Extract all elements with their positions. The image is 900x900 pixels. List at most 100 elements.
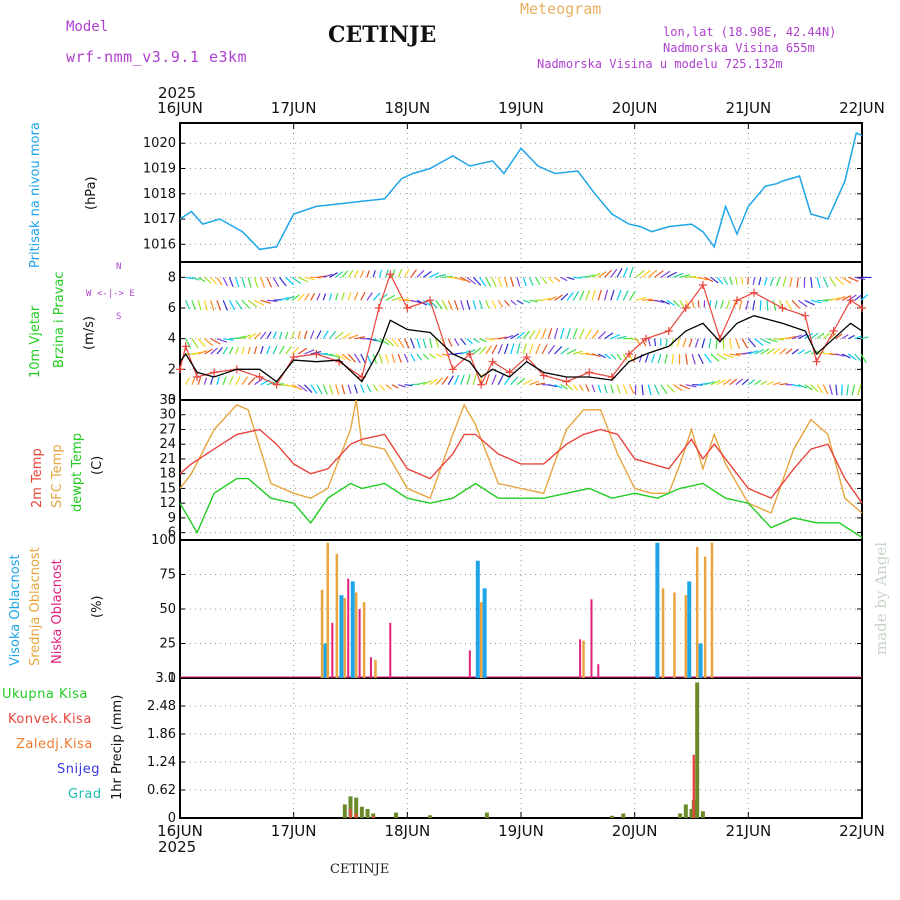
- y-tick-label: 6: [168, 301, 176, 316]
- wind-arrow: [729, 277, 733, 285]
- wind-arrow: [203, 377, 208, 385]
- y-tick-label: 1020: [143, 136, 176, 151]
- wind-arrow: [391, 338, 400, 348]
- wind-arrow: [391, 384, 399, 389]
- wind-arrow: [729, 378, 738, 386]
- wind-arrow: [553, 327, 559, 339]
- wind-arrow: [385, 353, 389, 364]
- wind-arrow: [760, 348, 770, 355]
- wind-arrow: [378, 353, 383, 364]
- y-tick-label: 3.1: [155, 671, 176, 686]
- y-tick-label: 2.48: [147, 699, 176, 714]
- wind-arrow: [654, 270, 664, 278]
- wind-arrow: [360, 384, 365, 394]
- wind-arrow: [610, 289, 615, 301]
- wind-arrow: [416, 269, 425, 278]
- wind-arrow: [316, 330, 322, 339]
- wind-arrow: [372, 292, 381, 301]
- wind-arrow: [554, 346, 563, 355]
- wind-arrow: [479, 338, 487, 343]
- wind-arrow: [523, 299, 531, 304]
- wind-arrow: [547, 276, 554, 284]
- gust-marker: [698, 281, 707, 289]
- wind-arrow: [660, 270, 671, 278]
- wind-arrow: [516, 343, 521, 355]
- total-rain-bar: [365, 808, 370, 818]
- wind-arrow: [485, 338, 494, 341]
- wind-arrow: [841, 276, 852, 284]
- wind-arrow: [682, 338, 687, 348]
- wind-arrow: [447, 375, 454, 385]
- gust-marker: [477, 380, 486, 389]
- wind-arrow: [341, 270, 349, 278]
- wind-arrow: [247, 332, 257, 340]
- y-tick-label: 1.86: [147, 727, 176, 742]
- wind-arrow: [428, 338, 433, 349]
- y-tick-label: 12: [159, 496, 176, 511]
- wind-arrow: [322, 293, 327, 301]
- mid-cloud-bar: [335, 553, 339, 678]
- wind-arrow: [758, 277, 762, 286]
- wind-arrow: [491, 300, 497, 309]
- wind-arrow: [185, 377, 190, 385]
- wind-arrow: [773, 338, 785, 341]
- wind-arrow: [747, 379, 756, 386]
- wind-arrow: [391, 353, 396, 364]
- y-tick-label: 100: [151, 533, 176, 548]
- wind-arrow: [529, 299, 538, 303]
- wind-arrow: [322, 384, 328, 395]
- x-tick-label-top: 19JUN: [498, 99, 544, 117]
- wind-arrow: [841, 295, 852, 301]
- total-rain-bar: [695, 682, 700, 818]
- meteogram-label: Meteogram: [520, 0, 602, 18]
- wind-arrow: [441, 376, 449, 386]
- wind-arrow: [491, 277, 497, 288]
- gust-marker: [732, 296, 741, 305]
- wind-arrow: [323, 273, 333, 278]
- total-rain-bar: [621, 813, 626, 818]
- wind-arrow: [216, 376, 220, 385]
- wind-arrow: [710, 276, 719, 284]
- gust-marker: [181, 342, 190, 351]
- wind-arrow: [204, 276, 212, 284]
- wind-arrow: [848, 294, 857, 301]
- x-tick-label-top: 21JUN: [725, 99, 771, 117]
- wind-arrow: [804, 299, 815, 306]
- wind-arrow: [716, 276, 724, 285]
- y-tick-label: 15: [159, 481, 176, 496]
- wind-arrow: [385, 338, 395, 347]
- wind-arrow: [629, 290, 636, 301]
- gust-marker: [312, 350, 321, 358]
- wind-arrow: [835, 353, 845, 357]
- wind-arrow: [378, 269, 383, 278]
- wind-arrow: [447, 300, 454, 311]
- wind-arrow: [516, 277, 521, 287]
- wind-arrow: [285, 331, 289, 339]
- wind-arrow: [729, 353, 741, 357]
- wind-arrow: [735, 338, 741, 350]
- wind-arrow: [665, 338, 668, 347]
- wind-arrow: [603, 289, 609, 301]
- wind-arrow: [522, 330, 531, 340]
- gust-marker: [255, 373, 264, 381]
- low-cloud-bar: [347, 578, 350, 678]
- wind-arrow: [616, 335, 627, 340]
- wind-arrow: [604, 332, 614, 340]
- y-tick-label: 21: [159, 452, 176, 467]
- wind-arrow: [216, 300, 222, 311]
- gust-marker: [801, 311, 810, 320]
- wind-arrow: [651, 353, 656, 364]
- wind-arrow: [472, 373, 477, 385]
- wind-arrow: [701, 338, 706, 349]
- wind-arrow: [241, 334, 251, 340]
- x-tick-label-bottom: 21JUN: [725, 822, 771, 840]
- wind-arrow: [210, 347, 218, 355]
- gust-marker: [846, 296, 855, 305]
- wind-arrow: [691, 353, 696, 365]
- y-tick-label: 1.24: [147, 755, 176, 770]
- wind-arrow: [360, 270, 365, 278]
- low-cloud-bar: [590, 599, 593, 678]
- wind-arrow: [763, 277, 768, 286]
- wind-arrow: [304, 384, 313, 394]
- wind-arrow: [697, 353, 704, 364]
